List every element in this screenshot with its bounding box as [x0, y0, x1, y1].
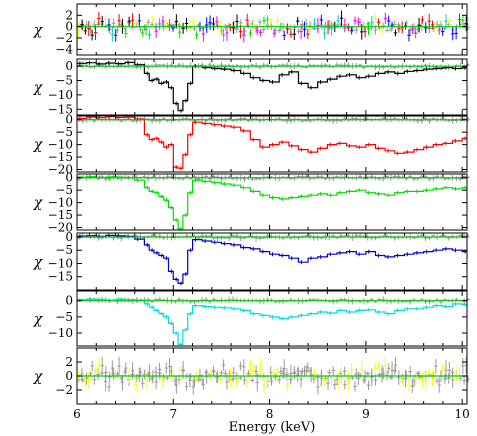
- panel-2: 0−5−10−15 χ: [33, 58, 470, 116]
- panel-3: 0−5−10−15−20 χ: [33, 113, 470, 177]
- series-errors: [79, 174, 466, 231]
- y-tick-label: 0: [65, 113, 73, 127]
- series-line: [77, 298, 467, 345]
- y-tick-label: 0: [65, 294, 73, 308]
- y-tick-label: −2: [55, 383, 73, 397]
- y-tick-label: −5: [55, 125, 73, 139]
- y-axis-label: χ: [33, 137, 44, 153]
- y-tick-label: −15: [48, 270, 73, 284]
- panel-frame: [76, 290, 468, 347]
- y-tick-label: −15: [48, 102, 73, 116]
- panel-5: 0−5−10−15 χ: [33, 230, 470, 291]
- series-line: [77, 116, 467, 169]
- x-tick-label: 9: [362, 407, 370, 421]
- x-tick-labels: 6 7 8 9 10: [73, 407, 470, 421]
- panel-7: 20−2 χ: [33, 347, 470, 405]
- panel-frame: [76, 173, 468, 231]
- series-errors: [79, 297, 466, 347]
- y-tick-label: 0: [65, 230, 73, 244]
- y-tick-label: −10: [48, 256, 73, 270]
- y-tick-label: 0: [65, 20, 73, 34]
- panel-frame: [76, 232, 468, 291]
- x-tick-label: 7: [169, 407, 177, 421]
- y-tick-label: 2: [65, 8, 73, 22]
- panel-6: 0 −5 −10 χ: [33, 290, 470, 347]
- y-tick-label: −15: [48, 208, 73, 222]
- x-tick-label: 6: [73, 407, 81, 421]
- series-errors: [79, 114, 466, 171]
- y-axis-label: χ: [33, 23, 44, 39]
- y-tick-label: 0: [65, 171, 73, 185]
- y-tick-label: −15: [48, 150, 73, 164]
- series-errors: [79, 233, 466, 286]
- panel-frame: [76, 115, 468, 173]
- series-line: [77, 234, 467, 284]
- panel-frame: [76, 3, 468, 56]
- y-tick-label: −10: [48, 326, 73, 340]
- panel-1: 20−2−4 χ: [33, 3, 470, 56]
- y-tick-label: −10: [48, 88, 73, 102]
- y-axis-label: χ: [33, 80, 44, 96]
- x-axis-label: Energy (keV): [229, 420, 316, 435]
- y-axis-label: χ: [33, 195, 44, 211]
- y-tick-label: −20: [48, 221, 73, 235]
- y-tick-label: −20: [48, 163, 73, 177]
- y-tick-label: 2: [65, 355, 73, 369]
- x-tick-label: 8: [266, 407, 274, 421]
- y-tick-label: −2: [55, 31, 73, 45]
- y-tick-label: −10: [48, 196, 73, 210]
- y-tick-label: 0: [65, 369, 73, 383]
- panel-4: 0−5−10−15−20 χ: [33, 171, 470, 235]
- y-tick-label: −5: [55, 243, 73, 257]
- y-tick-label: 0: [65, 59, 73, 73]
- y-axis-label: χ: [33, 255, 44, 271]
- y-tick-label: −4: [55, 42, 73, 56]
- y-axis-label: χ: [33, 312, 44, 328]
- panel-frame: [76, 58, 468, 116]
- y-tick-label: −5: [55, 74, 73, 88]
- series-line: [77, 176, 467, 230]
- x-tick-label: 10: [455, 407, 470, 421]
- y-axis-label: χ: [33, 369, 44, 385]
- series-errors: [79, 60, 466, 113]
- residual-panels: 20−2−4χ0−5−10−15χ0−5−10−15−20χ0−5−10−15−…: [33, 3, 470, 405]
- y-tick-label: −10: [48, 138, 73, 152]
- y-tick-label: −5: [55, 310, 73, 324]
- series-line: [77, 61, 467, 112]
- y-tick-label: −5: [55, 183, 73, 197]
